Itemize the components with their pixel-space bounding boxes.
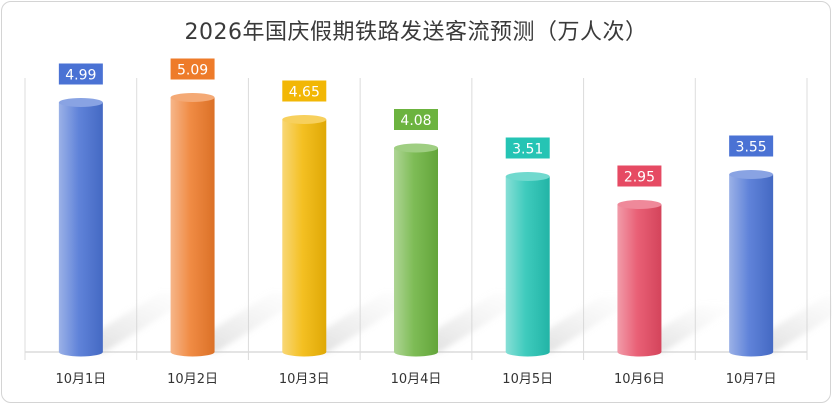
value-label-box: [505, 137, 550, 159]
x-tick-label: 10月3日: [279, 372, 330, 387]
value-label: 4.99: [65, 68, 96, 84]
bar: [58, 102, 103, 357]
bar: [170, 97, 215, 357]
chart-title: 2026年国庆假期铁路发送客流预测（万人次）: [184, 20, 648, 45]
value-label: 4.65: [289, 85, 320, 101]
value-label: 3.55: [736, 140, 767, 156]
x-tick-label: 10月7日: [726, 372, 777, 387]
bar: [505, 176, 550, 357]
x-tick-label: 10月2日: [167, 372, 218, 387]
bar-cap: [58, 98, 103, 107]
value-label: 3.51: [512, 142, 543, 158]
bar: [394, 148, 438, 357]
bar-cap: [729, 170, 774, 179]
x-axis-labels: 10月1日 10月2日 10月3日 10月4日 10月5日 10月6日 10月7日: [55, 372, 776, 387]
value-label-box: [617, 165, 662, 187]
value-label: 5.09: [177, 63, 208, 79]
bar-cap: [282, 115, 327, 124]
x-tick-label: 10月4日: [391, 372, 442, 387]
bars: [58, 93, 774, 357]
value-label: 4.08: [400, 113, 431, 129]
bar-cap: [170, 93, 215, 102]
bar: [617, 204, 662, 357]
x-tick-label: 10月5日: [502, 372, 553, 387]
bar: [282, 119, 327, 357]
value-label-box: [282, 80, 327, 102]
value-label: 2.95: [624, 170, 655, 186]
bar-cap: [394, 143, 438, 153]
bar-cap: [505, 172, 550, 181]
x-tick-label: 10月6日: [614, 372, 665, 387]
x-tick-label: 10月1日: [55, 372, 106, 387]
bar-cap: [617, 200, 662, 209]
value-label-box: [394, 109, 438, 130]
bar: [729, 174, 774, 357]
value-labels: 4.99 5.09 4.65 4.08 3.51 2.95 3.55: [58, 58, 774, 187]
value-label-box: [170, 58, 215, 80]
value-label-box: [729, 135, 774, 157]
value-label-box: [58, 63, 103, 85]
